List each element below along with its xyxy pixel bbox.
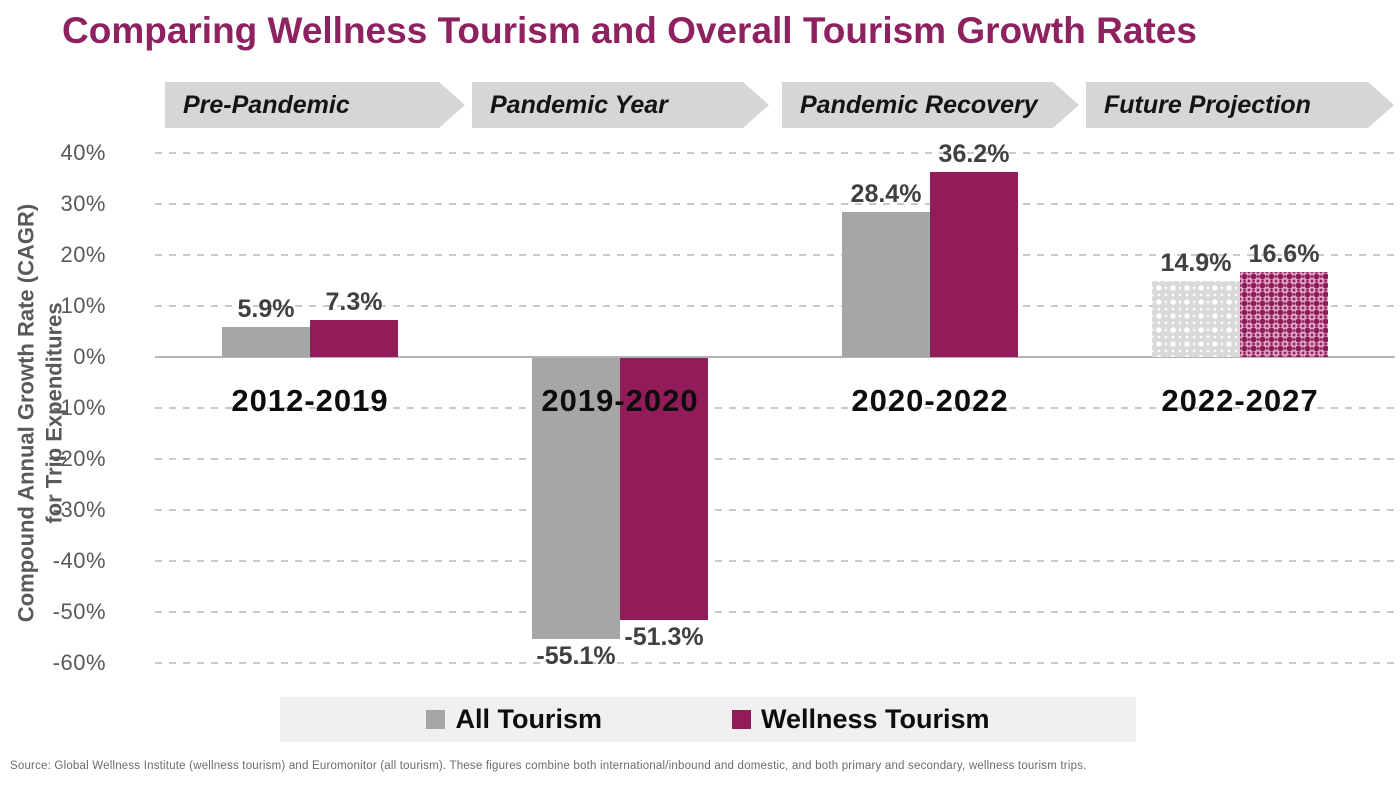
legend-item-all-tourism: All Tourism xyxy=(426,704,602,735)
phase-banner-label: Future Projection xyxy=(1104,90,1311,119)
bar-all-tourism-2012-2019 xyxy=(222,326,310,357)
y-axis-title-line1: Compound Annual Growth Rate (CAGR) xyxy=(13,203,39,622)
value-label: 36.2% xyxy=(938,140,1010,169)
legend-swatch-wellness-tourism xyxy=(731,710,751,729)
phase-banner-pandemic-year: Pandemic Year xyxy=(472,82,769,128)
gridline xyxy=(155,560,1395,562)
gridline xyxy=(155,203,1395,205)
page-title: Comparing Wellness Tourism and Overall T… xyxy=(62,10,1197,51)
category-label: 2012-2019 xyxy=(231,383,389,418)
value-label: 16.6% xyxy=(1248,240,1320,269)
source-note: Source: Global Wellness Institute (welln… xyxy=(10,760,1087,772)
y-tick-label: -10% xyxy=(52,395,106,420)
value-label: 5.9% xyxy=(237,294,295,323)
legend-label: All Tourism xyxy=(455,704,602,734)
phase-banner-pre-pandemic: Pre-Pandemic xyxy=(165,82,465,128)
y-tick-label: 30% xyxy=(60,191,106,216)
legend-label: Wellness Tourism xyxy=(760,704,990,734)
category-label: 2020-2022 xyxy=(851,383,1009,418)
y-tick-label: 20% xyxy=(60,242,106,267)
y-tick-label: 10% xyxy=(60,293,106,318)
phase-banner-pandemic-recovery: Pandemic Recovery xyxy=(782,82,1079,128)
phase-banner-label: Pre-Pandemic xyxy=(183,90,350,119)
bar-wellness-tourism-2019-2020 xyxy=(620,358,708,620)
gridline xyxy=(155,407,1395,409)
value-label: -51.3% xyxy=(624,622,704,651)
gridline xyxy=(155,611,1395,613)
value-label: 14.9% xyxy=(1160,249,1232,277)
y-tick-label: 40% xyxy=(60,140,106,165)
bar-all-tourism-2019-2020 xyxy=(532,358,620,639)
y-axis-title: Compound Annual Growth Rate (CAGR) for T… xyxy=(8,140,72,685)
bar-all-tourism-2022-2027 xyxy=(1152,281,1240,357)
category-label: 2022-2027 xyxy=(1161,383,1319,418)
bar-all-tourism-2020-2022 xyxy=(842,212,930,357)
gridline xyxy=(155,458,1395,460)
bar-wellness-tourism-2022-2027 xyxy=(1240,272,1328,357)
phase-banner-future-projection: Future Projection xyxy=(1086,82,1394,128)
legend-swatch-all-tourism xyxy=(426,710,446,729)
phase-banner-label: Pandemic Recovery xyxy=(800,90,1038,119)
y-tick-label: -30% xyxy=(52,497,106,522)
value-label: -55.1% xyxy=(536,642,616,670)
bar-wellness-tourism-2012-2019 xyxy=(310,319,398,357)
y-tick-label: -20% xyxy=(52,446,106,471)
zero-gridline xyxy=(155,356,1395,358)
gridline xyxy=(155,305,1395,307)
y-tick-label: 0% xyxy=(73,344,106,369)
gridline xyxy=(155,509,1395,511)
y-tick-label: -40% xyxy=(52,548,106,573)
phase-banner-label: Pandemic Year xyxy=(490,90,668,119)
gridline xyxy=(155,152,1395,154)
legend: All Tourism Wellness Tourism xyxy=(280,697,1136,742)
gridline xyxy=(155,254,1395,256)
y-axis-title-line2: for Trip Expenditures xyxy=(41,301,66,524)
y-tick-label: -50% xyxy=(52,599,106,624)
value-label: 28.4% xyxy=(850,180,922,209)
legend-item-wellness-tourism: Wellness Tourism xyxy=(731,704,990,735)
y-tick-label: -60% xyxy=(52,650,106,675)
value-label: 7.3% xyxy=(325,287,383,316)
category-label: 2019-2020 xyxy=(541,383,699,418)
bar-wellness-tourism-2020-2022 xyxy=(930,172,1018,357)
gridline xyxy=(155,662,1395,664)
